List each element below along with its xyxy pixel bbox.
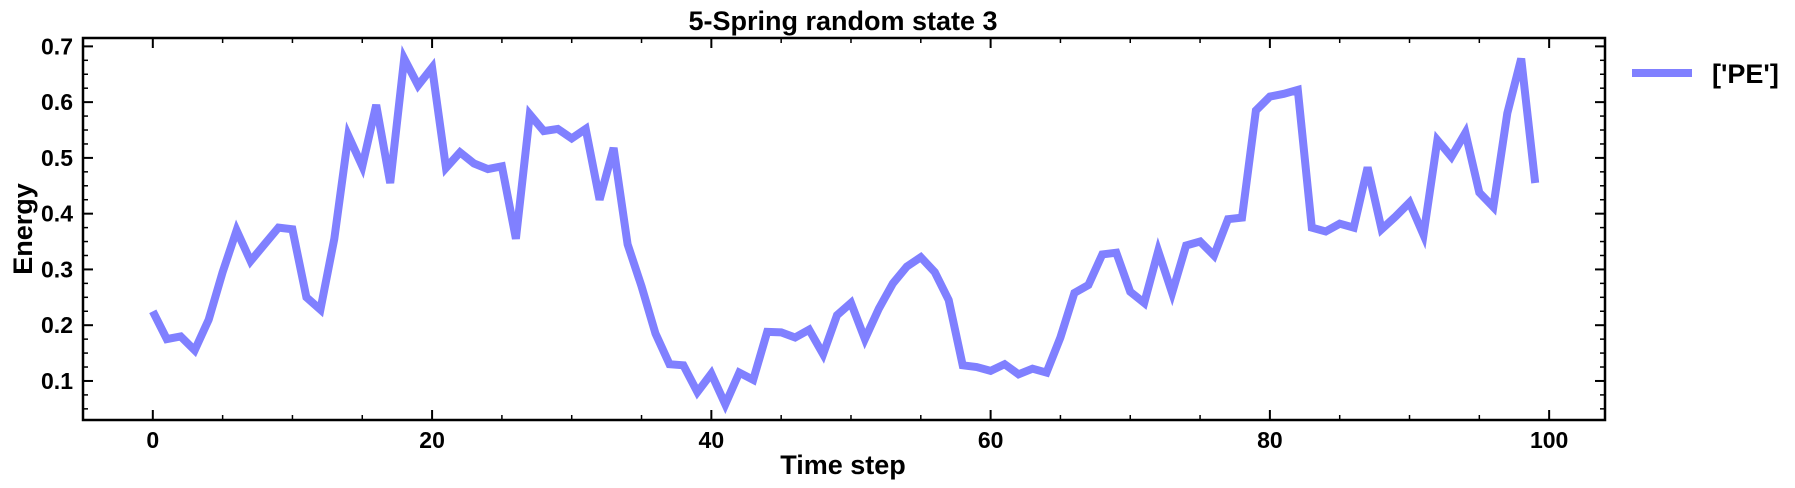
x-tick-label: 20: [419, 427, 445, 453]
y-tick-label: 0.2: [41, 312, 73, 338]
x-tick-label: 80: [1257, 427, 1283, 453]
y-tick-label: 0.6: [41, 89, 73, 115]
y-tick-label: 0.4: [41, 201, 73, 227]
legend-label: ['PE']: [1712, 59, 1779, 89]
y-tick-label: 0.5: [41, 145, 73, 171]
x-axis-label: Time step: [780, 450, 906, 480]
y-axis-label: Energy: [8, 183, 38, 275]
x-tick-label: 0: [146, 427, 159, 453]
legend: ['PE']: [1632, 59, 1779, 89]
series-line-0: [149, 45, 1540, 415]
plot-frame: [81, 36, 1607, 422]
x-tick-label: 40: [699, 427, 725, 453]
y-tick-label: 0.1: [41, 368, 73, 394]
y-tick-label: 0.3: [41, 256, 73, 282]
y-tick-label: 0.7: [41, 33, 73, 59]
chart-title: 5-Spring random state 3: [688, 6, 997, 36]
x-tick-label: 60: [978, 427, 1004, 453]
x-tick-label: 100: [1530, 427, 1568, 453]
